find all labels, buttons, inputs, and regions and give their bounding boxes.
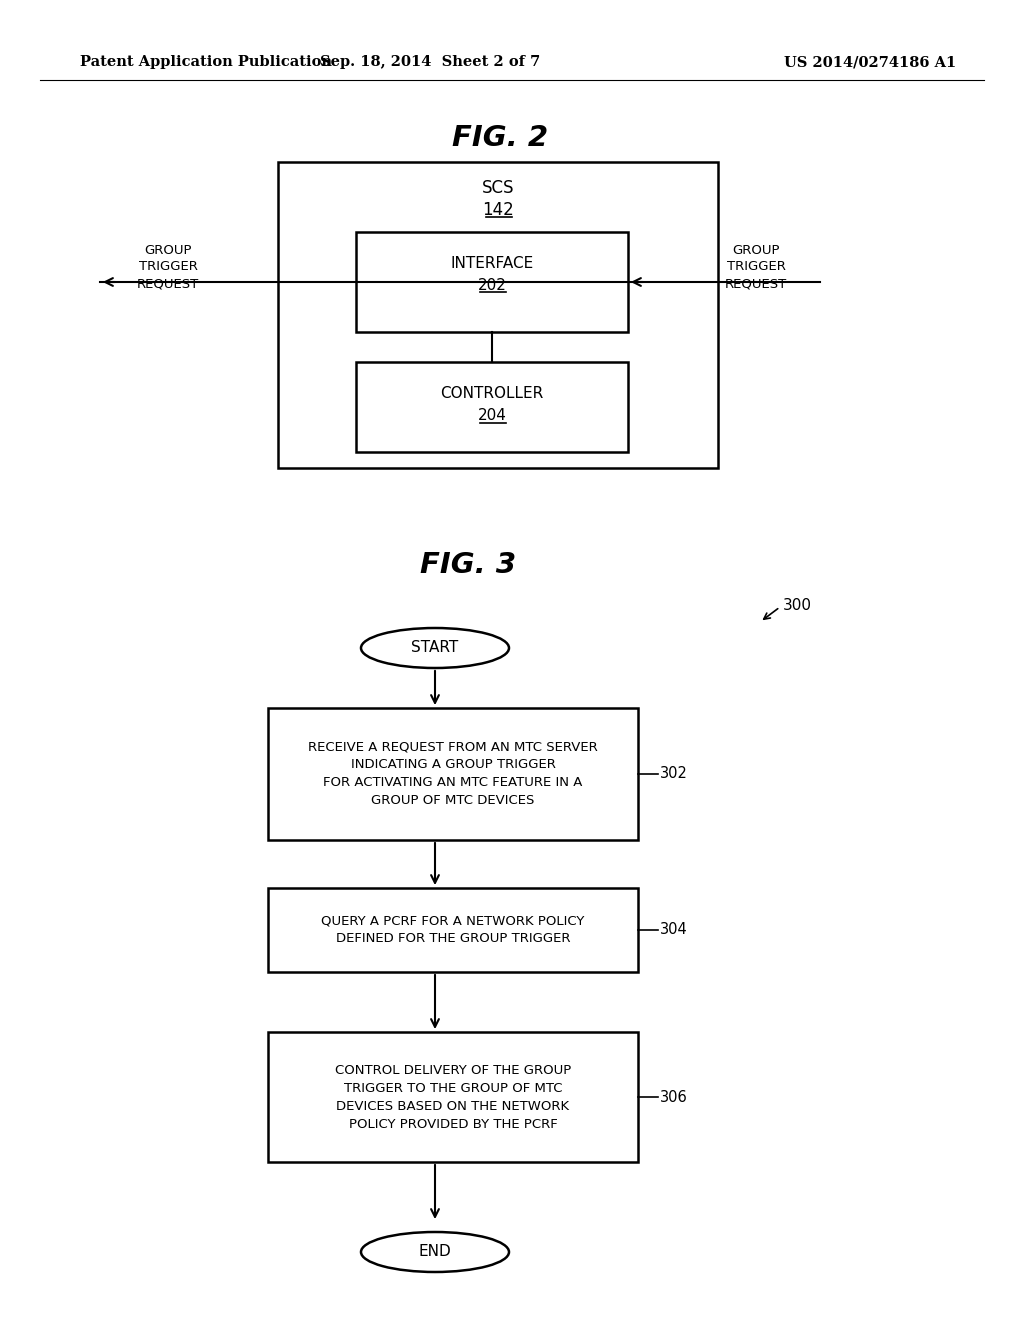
Text: GROUP
TRIGGER
REQUEST: GROUP TRIGGER REQUEST [137,243,199,290]
Text: Sep. 18, 2014  Sheet 2 of 7: Sep. 18, 2014 Sheet 2 of 7 [319,55,540,69]
Text: INTERFACE: INTERFACE [451,256,534,271]
Text: 204: 204 [477,408,507,424]
Ellipse shape [361,1232,509,1272]
Text: SCS: SCS [481,180,514,197]
Text: 302: 302 [660,767,688,781]
Text: Patent Application Publication: Patent Application Publication [80,55,332,69]
Text: FIG. 3: FIG. 3 [420,550,516,579]
FancyBboxPatch shape [268,1032,638,1162]
Text: CONTROL DELIVERY OF THE GROUP
TRIGGER TO THE GROUP OF MTC
DEVICES BASED ON THE N: CONTROL DELIVERY OF THE GROUP TRIGGER TO… [335,1064,571,1130]
FancyBboxPatch shape [278,162,718,469]
Text: 300: 300 [783,598,812,614]
Text: START: START [412,640,459,656]
Text: CONTROLLER: CONTROLLER [440,387,544,401]
FancyBboxPatch shape [268,888,638,972]
Text: 306: 306 [660,1089,688,1105]
Text: 142: 142 [482,201,514,219]
Text: GROUP
TRIGGER
REQUEST: GROUP TRIGGER REQUEST [725,243,787,290]
FancyBboxPatch shape [356,362,628,451]
FancyBboxPatch shape [356,232,628,333]
Text: RECEIVE A REQUEST FROM AN MTC SERVER
INDICATING A GROUP TRIGGER
FOR ACTIVATING A: RECEIVE A REQUEST FROM AN MTC SERVER IND… [308,741,598,808]
FancyBboxPatch shape [268,708,638,840]
Text: US 2014/0274186 A1: US 2014/0274186 A1 [784,55,956,69]
Text: 304: 304 [660,923,688,937]
Text: END: END [419,1245,452,1259]
Text: 202: 202 [477,277,507,293]
Text: QUERY A PCRF FOR A NETWORK POLICY
DEFINED FOR THE GROUP TRIGGER: QUERY A PCRF FOR A NETWORK POLICY DEFINE… [322,915,585,945]
Ellipse shape [361,628,509,668]
Text: FIG. 2: FIG. 2 [452,124,548,152]
